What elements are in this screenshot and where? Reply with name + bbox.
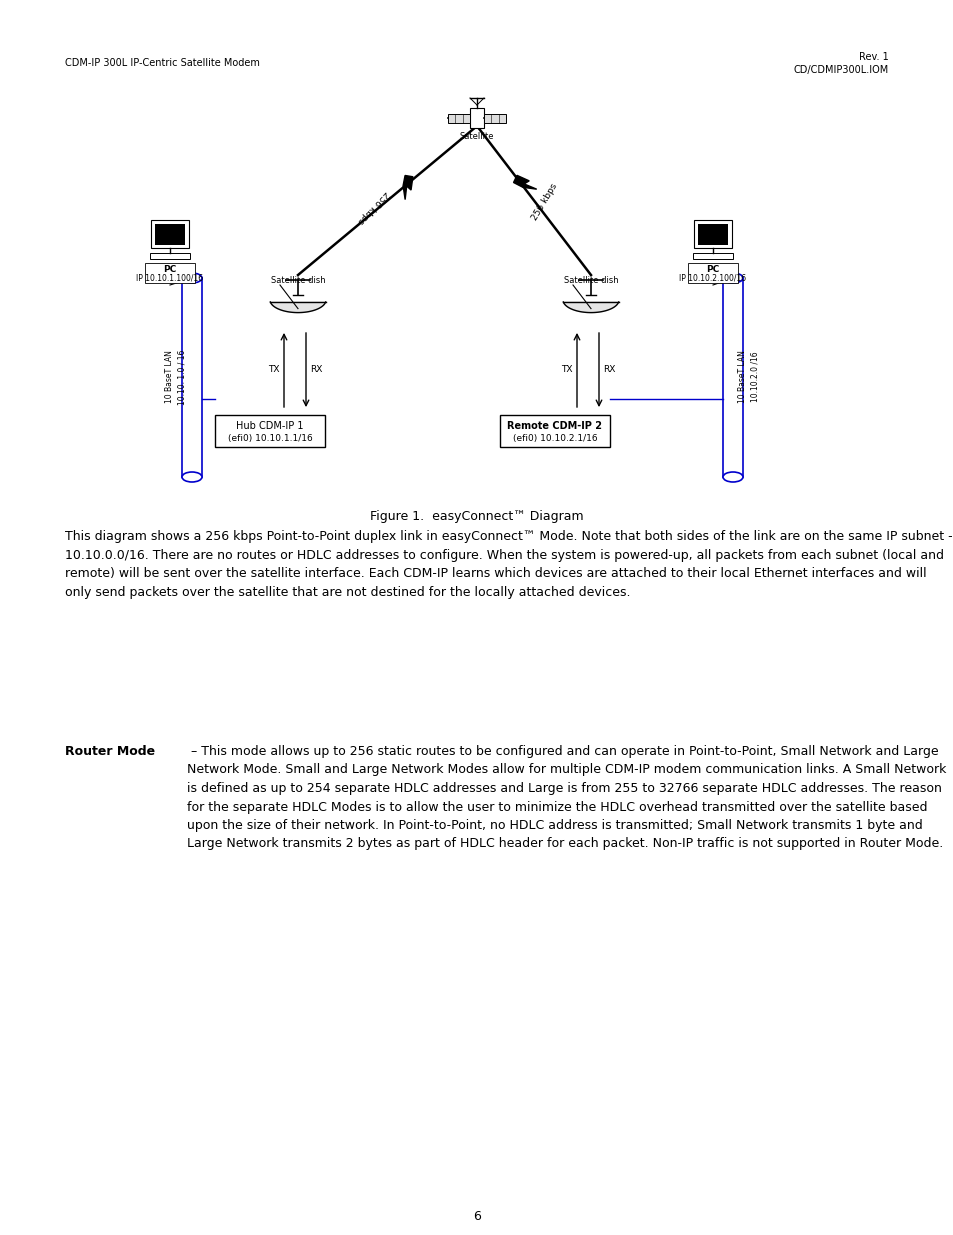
FancyBboxPatch shape <box>693 220 731 248</box>
Ellipse shape <box>722 472 742 482</box>
Text: RX: RX <box>310 366 322 374</box>
Text: 10 BaseT LAN
10.10.2.0 /16: 10 BaseT LAN 10.10.2.0 /16 <box>738 351 759 404</box>
Text: Remote CDM-IP 2: Remote CDM-IP 2 <box>507 421 602 431</box>
FancyBboxPatch shape <box>150 253 190 259</box>
FancyBboxPatch shape <box>214 415 325 447</box>
FancyBboxPatch shape <box>151 220 189 248</box>
FancyBboxPatch shape <box>154 224 185 245</box>
Text: TX: TX <box>561 366 573 374</box>
Text: Rev. 1: Rev. 1 <box>859 52 888 62</box>
FancyBboxPatch shape <box>145 263 194 283</box>
Ellipse shape <box>182 273 202 283</box>
FancyBboxPatch shape <box>698 224 727 245</box>
Text: CD/CDMIP300L.IOM: CD/CDMIP300L.IOM <box>793 65 888 75</box>
Text: 10 BaseT LAN
10.10. 1.0 / 16: 10 BaseT LAN 10.10. 1.0 / 16 <box>165 350 187 405</box>
Text: (efi0) 10.10.2.1/16: (efi0) 10.10.2.1/16 <box>512 435 597 443</box>
Text: RX: RX <box>602 366 615 374</box>
Text: IP 10.10.1.100/16: IP 10.10.1.100/16 <box>136 273 203 283</box>
Ellipse shape <box>182 472 202 482</box>
Polygon shape <box>270 303 325 312</box>
Text: 256 kbps: 256 kbps <box>530 182 559 222</box>
Text: Satellite dish: Satellite dish <box>271 275 325 285</box>
FancyBboxPatch shape <box>499 415 609 447</box>
Text: CDM-IP 300L IP-Centric Satellite Modem: CDM-IP 300L IP-Centric Satellite Modem <box>65 58 259 68</box>
Text: PC: PC <box>705 264 719 273</box>
Text: This diagram shows a 256 kbps Point-to-Point duplex link in easyConnect™ Mode. N: This diagram shows a 256 kbps Point-to-P… <box>65 530 952 599</box>
Text: – This mode allows up to 256 static routes to be configured and can operate in P: – This mode allows up to 256 static rout… <box>187 745 945 851</box>
Polygon shape <box>513 175 537 189</box>
FancyBboxPatch shape <box>483 114 505 122</box>
Text: Hub CDM-IP 1: Hub CDM-IP 1 <box>236 421 303 431</box>
Text: Figure 1.  easyConnect™ Diagram: Figure 1. easyConnect™ Diagram <box>370 510 583 522</box>
Text: 6: 6 <box>473 1210 480 1223</box>
Polygon shape <box>403 175 413 200</box>
FancyBboxPatch shape <box>448 114 470 122</box>
FancyBboxPatch shape <box>470 107 483 128</box>
Text: Router Mode: Router Mode <box>65 745 155 758</box>
Text: IP 10.10.2.100/16: IP 10.10.2.100/16 <box>679 273 746 283</box>
FancyBboxPatch shape <box>722 278 742 477</box>
FancyBboxPatch shape <box>687 263 738 283</box>
Text: Satellite dish: Satellite dish <box>563 275 618 285</box>
FancyBboxPatch shape <box>182 278 202 477</box>
Text: PC: PC <box>163 264 176 273</box>
Text: 256 kbps: 256 kbps <box>355 189 390 225</box>
Polygon shape <box>563 303 618 312</box>
Text: TX: TX <box>268 366 280 374</box>
FancyBboxPatch shape <box>692 253 732 259</box>
Text: Satellite: Satellite <box>459 132 494 141</box>
Text: (efi0) 10.10.1.1/16: (efi0) 10.10.1.1/16 <box>228 435 312 443</box>
Ellipse shape <box>722 273 742 283</box>
